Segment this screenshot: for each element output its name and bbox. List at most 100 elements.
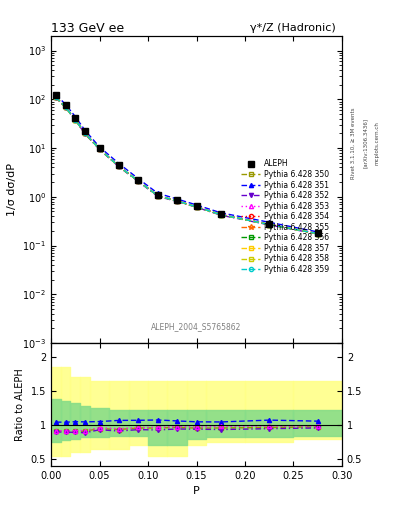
Pythia 6.428 357: [136, 178, 141, 184]
Line: ALEPH: ALEPH: [53, 93, 320, 236]
Line: Pythia 6.428 351: Pythia 6.428 351: [54, 93, 320, 234]
Pythia 6.428 358: [136, 178, 141, 184]
Pythia 6.428 352: [53, 95, 58, 101]
Pythia 6.428 355: [136, 178, 141, 184]
Pythia 6.428 353: [315, 230, 320, 237]
Text: mcplots.cern.ch: mcplots.cern.ch: [375, 121, 380, 165]
Text: 133 GeV ee: 133 GeV ee: [51, 22, 124, 35]
Pythia 6.428 351: [315, 229, 320, 235]
Pythia 6.428 354: [175, 198, 180, 204]
Pythia 6.428 359: [219, 211, 223, 218]
Pythia 6.428 357: [83, 130, 87, 136]
Pythia 6.428 352: [83, 131, 87, 137]
Pythia 6.428 355: [97, 146, 102, 152]
Pythia 6.428 356: [219, 211, 223, 218]
Pythia 6.428 353: [267, 221, 272, 227]
Pythia 6.428 352: [219, 212, 223, 218]
Pythia 6.428 355: [175, 198, 180, 204]
ALEPH: [315, 230, 320, 236]
Line: Pythia 6.428 352: Pythia 6.428 352: [54, 96, 320, 236]
Pythia 6.428 359: [136, 178, 141, 184]
Pythia 6.428 350: [175, 198, 180, 204]
Pythia 6.428 354: [97, 146, 102, 152]
Text: γ*/Z (Hadronic): γ*/Z (Hadronic): [250, 23, 336, 33]
Line: Pythia 6.428 359: Pythia 6.428 359: [54, 95, 320, 236]
Pythia 6.428 356: [315, 230, 320, 237]
Pythia 6.428 350: [194, 204, 199, 210]
Pythia 6.428 358: [219, 211, 223, 218]
Pythia 6.428 351: [83, 127, 87, 134]
Pythia 6.428 354: [63, 104, 68, 111]
Pythia 6.428 358: [155, 193, 160, 199]
Pythia 6.428 352: [136, 179, 141, 185]
Pythia 6.428 354: [194, 204, 199, 210]
Pythia 6.428 352: [175, 199, 180, 205]
Pythia 6.428 354: [117, 163, 121, 169]
Pythia 6.428 358: [315, 230, 320, 237]
Y-axis label: Ratio to ALEPH: Ratio to ALEPH: [15, 368, 25, 441]
Pythia 6.428 355: [267, 221, 272, 227]
Pythia 6.428 355: [63, 104, 68, 111]
Pythia 6.428 351: [219, 210, 223, 216]
Line: Pythia 6.428 350: Pythia 6.428 350: [54, 95, 320, 236]
Pythia 6.428 353: [175, 198, 180, 204]
Pythia 6.428 351: [73, 114, 78, 120]
Pythia 6.428 359: [315, 230, 320, 237]
Pythia 6.428 357: [175, 198, 180, 204]
ALEPH: [83, 129, 87, 135]
Line: Pythia 6.428 356: Pythia 6.428 356: [54, 95, 320, 236]
Pythia 6.428 357: [315, 230, 320, 237]
Pythia 6.428 354: [267, 221, 272, 227]
Pythia 6.428 357: [97, 146, 102, 152]
Line: Pythia 6.428 353: Pythia 6.428 353: [54, 95, 320, 236]
Pythia 6.428 355: [315, 230, 320, 237]
Line: Pythia 6.428 358: Pythia 6.428 358: [54, 95, 320, 236]
Pythia 6.428 356: [155, 193, 160, 199]
ALEPH: [219, 210, 223, 217]
Pythia 6.428 356: [267, 221, 272, 227]
Pythia 6.428 352: [73, 117, 78, 123]
Text: Rivet 3.1.10, ≥ 3M events: Rivet 3.1.10, ≥ 3M events: [351, 108, 356, 179]
Pythia 6.428 351: [136, 176, 141, 182]
Pythia 6.428 352: [315, 231, 320, 237]
Pythia 6.428 357: [219, 211, 223, 218]
Pythia 6.428 356: [73, 117, 78, 123]
Pythia 6.428 356: [194, 204, 199, 210]
Pythia 6.428 350: [117, 163, 121, 169]
Pythia 6.428 358: [97, 146, 102, 152]
Pythia 6.428 359: [267, 221, 272, 227]
Pythia 6.428 359: [117, 163, 121, 169]
Pythia 6.428 350: [83, 130, 87, 136]
Pythia 6.428 357: [73, 117, 78, 123]
Line: Pythia 6.428 357: Pythia 6.428 357: [54, 95, 320, 236]
Pythia 6.428 356: [53, 94, 58, 100]
ALEPH: [194, 203, 199, 209]
Pythia 6.428 358: [63, 104, 68, 111]
Text: [arXiv:1306.3436]: [arXiv:1306.3436]: [363, 118, 368, 168]
Pythia 6.428 357: [63, 104, 68, 111]
Pythia 6.428 351: [117, 160, 121, 166]
Legend: ALEPH, Pythia 6.428 350, Pythia 6.428 351, Pythia 6.428 352, Pythia 6.428 353, P: ALEPH, Pythia 6.428 350, Pythia 6.428 35…: [238, 156, 332, 277]
Pythia 6.428 355: [117, 163, 121, 169]
Pythia 6.428 353: [73, 116, 78, 122]
Pythia 6.428 351: [53, 92, 58, 98]
Pythia 6.428 358: [175, 198, 180, 204]
Pythia 6.428 358: [117, 163, 121, 169]
ALEPH: [267, 221, 272, 227]
Pythia 6.428 354: [219, 211, 223, 218]
Pythia 6.428 352: [117, 164, 121, 170]
Pythia 6.428 354: [136, 178, 141, 184]
Pythia 6.428 350: [136, 178, 141, 184]
Line: Pythia 6.428 354: Pythia 6.428 354: [54, 95, 320, 236]
Pythia 6.428 350: [63, 104, 68, 111]
Pythia 6.428 356: [83, 130, 87, 136]
ALEPH: [63, 102, 68, 109]
Pythia 6.428 354: [73, 117, 78, 123]
Pythia 6.428 350: [155, 193, 160, 199]
Pythia 6.428 359: [63, 104, 68, 111]
Pythia 6.428 350: [53, 94, 58, 100]
Pythia 6.428 350: [73, 117, 78, 123]
Pythia 6.428 351: [267, 219, 272, 225]
X-axis label: P: P: [193, 486, 200, 496]
Pythia 6.428 354: [315, 230, 320, 237]
